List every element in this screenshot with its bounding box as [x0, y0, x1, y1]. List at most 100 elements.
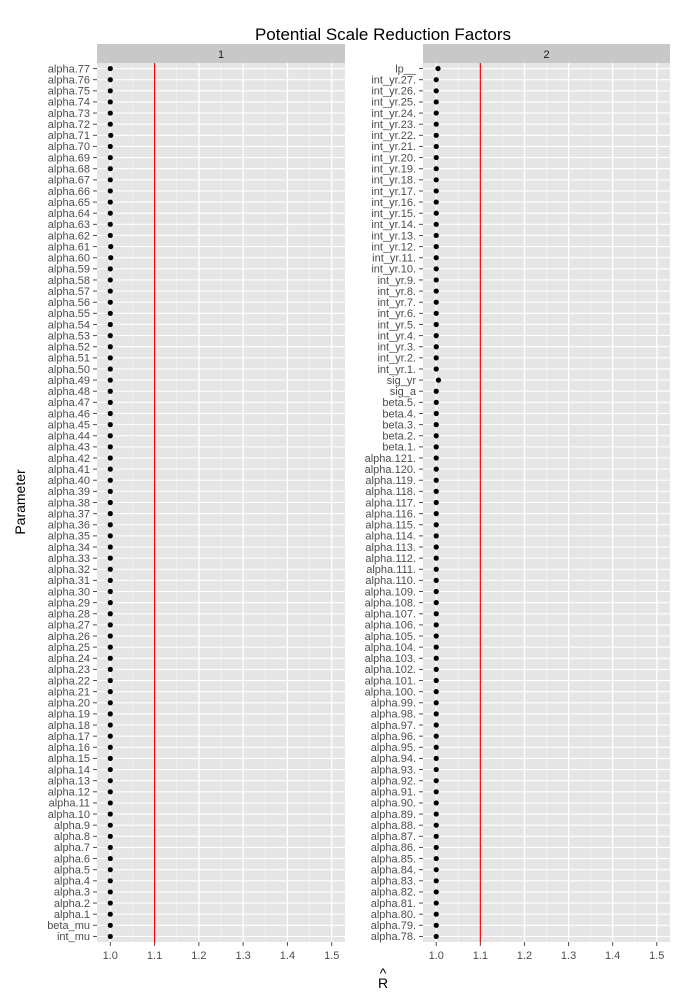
data-point: [107, 310, 113, 316]
y-tick-label: int_yr.21.: [371, 141, 416, 153]
y-tick-label: alpha.10: [48, 809, 90, 821]
data-point: [107, 700, 113, 706]
data-point: [107, 933, 113, 940]
x-tick-label: 1.3: [235, 950, 250, 962]
data-point: [107, 99, 113, 105]
data-point: [433, 611, 439, 617]
data-point: [107, 344, 113, 350]
data-point: [433, 299, 439, 305]
data-point: [433, 499, 439, 506]
data-point: [107, 422, 113, 428]
data-point: [433, 243, 439, 250]
y-tick-label: alpha.3: [54, 887, 90, 899]
y-tick-label: alpha.107.: [365, 609, 416, 621]
data-point: [107, 822, 113, 828]
data-point: [433, 878, 439, 884]
y-tick-label: alpha.66: [48, 186, 90, 198]
data-point: [433, 321, 439, 328]
data-point: [107, 789, 113, 795]
data-point: [107, 900, 113, 906]
y-tick-label: alpha.61: [48, 241, 90, 253]
y-tick-label: beta.3.: [382, 419, 416, 431]
data-point: [107, 477, 113, 483]
y-tick-label: alpha.75: [48, 86, 90, 98]
data-point: [433, 655, 439, 661]
data-point: [107, 143, 113, 150]
x-tick-label: 1.2: [191, 950, 206, 962]
data-point: [107, 622, 113, 628]
data-point: [107, 766, 113, 773]
data-point: [433, 566, 439, 572]
y-tick-label: int_yr.23.: [371, 119, 416, 131]
y-tick-label: alpha.110.: [365, 575, 416, 587]
data-point: [107, 722, 113, 728]
y-tick-label: int_yr.25.: [371, 97, 416, 109]
x-tick-label: 1.0: [429, 950, 444, 962]
y-tick-label: alpha.76: [48, 74, 90, 86]
y-tick-label: alpha.109.: [365, 586, 416, 598]
y-tick-label: alpha.89.: [371, 809, 416, 821]
data-point: [107, 544, 113, 550]
data-point: [433, 811, 439, 817]
facet-panels: 1alpha.77alpha.76alpha.75alpha.74alpha.7…: [47, 44, 670, 962]
y-tick-label: alpha.4: [54, 876, 90, 888]
strip-label: 2: [543, 49, 549, 61]
data-point: [433, 433, 439, 439]
data-point: [107, 689, 113, 695]
data-point: [107, 733, 113, 739]
y-tick-label: alpha.55: [48, 308, 90, 320]
data-point: [107, 855, 113, 862]
y-tick-label: int_yr.15.: [371, 208, 416, 220]
y-tick-label: int_yr.1.: [377, 364, 416, 376]
y-tick-label: alpha.1: [54, 909, 90, 921]
data-point: [433, 266, 439, 272]
data-point: [433, 855, 439, 862]
data-point: [435, 65, 441, 72]
y-tick-label: alpha.120.: [365, 464, 416, 476]
y-tick-label: alpha.88.: [371, 820, 416, 832]
data-point: [107, 121, 113, 127]
data-point: [433, 833, 439, 839]
data-point: [433, 900, 439, 906]
strip-label: 1: [218, 49, 224, 61]
y-tick-label: alpha.32: [48, 564, 90, 576]
data-point: [107, 588, 113, 595]
y-axis-title: Parameter: [12, 469, 28, 535]
data-point: [433, 143, 439, 150]
panel-2: 2lp__int_yr.27.int_yr.26.int_yr.25.int_y…: [365, 44, 670, 962]
y-tick-label: alpha.74: [48, 97, 90, 109]
y-tick-label: alpha.26: [48, 631, 90, 643]
data-point: [433, 511, 439, 517]
data-point: [433, 232, 439, 239]
data-point: [433, 466, 439, 472]
data-point: [433, 889, 439, 895]
x-axis-title-text: R: [378, 975, 388, 991]
data-point: [433, 778, 439, 784]
y-tick-label: alpha.23: [48, 664, 90, 676]
data-point: [433, 199, 439, 205]
y-tick-label: alpha.116.: [365, 508, 416, 520]
y-tick-label: alpha.29: [48, 597, 90, 609]
y-tick-label: alpha.17: [48, 731, 90, 743]
data-point: [107, 511, 113, 517]
y-tick-label: alpha.103.: [365, 653, 416, 665]
data-point: [433, 689, 439, 695]
data-point: [433, 255, 439, 261]
y-tick-label: alpha.33: [48, 553, 90, 565]
y-tick-label: alpha.84.: [371, 864, 416, 876]
y-tick-label: alpha.59: [48, 264, 90, 276]
y-tick-label: alpha.99.: [371, 698, 416, 710]
x-tick-label: 1.3: [561, 950, 576, 962]
data-point: [433, 922, 439, 928]
y-tick-label: alpha.108.: [365, 597, 416, 609]
y-tick-label: alpha.56: [48, 297, 90, 309]
y-tick-label: alpha.39: [48, 486, 90, 498]
data-point: [433, 867, 439, 873]
data-point: [435, 377, 442, 383]
y-tick-label: alpha.106.: [365, 620, 416, 632]
y-tick-label: alpha.42: [48, 453, 90, 465]
y-tick-label: alpha.45: [48, 419, 90, 431]
data-point: [433, 911, 439, 917]
data-point: [107, 321, 113, 328]
data-point: [433, 410, 439, 417]
